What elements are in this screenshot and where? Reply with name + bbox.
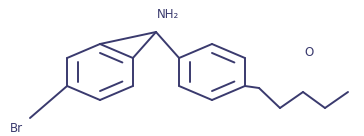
Text: O: O (304, 46, 313, 58)
Text: NH₂: NH₂ (157, 8, 179, 21)
Text: Br: Br (10, 122, 23, 135)
